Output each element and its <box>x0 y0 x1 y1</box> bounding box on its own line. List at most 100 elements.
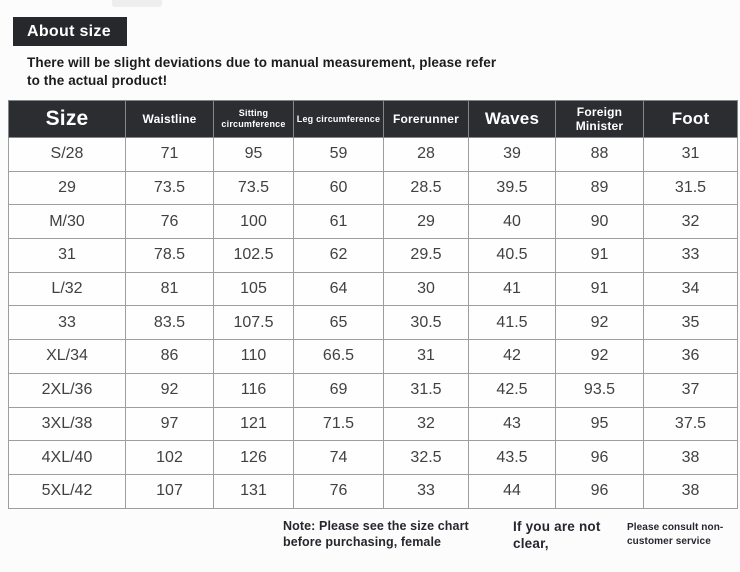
size-cell: 5XL/42 <box>8 473 126 509</box>
measurement-cell: 107.5 <box>213 305 294 341</box>
size-cell: M/30 <box>8 204 126 240</box>
measurement-cell: 41 <box>468 271 556 307</box>
measurement-cell: 92 <box>555 339 644 374</box>
measurement-cell: 102 <box>125 440 214 475</box>
measurement-cell: 61 <box>293 204 384 240</box>
size-cell: L/32 <box>8 271 126 307</box>
measurement-cell: 37 <box>643 372 738 408</box>
note-size-chart-text: Note: Please see the size chart before p… <box>283 519 469 550</box>
size-cell: 33 <box>8 305 126 341</box>
size-cell: XL/34 <box>8 339 126 374</box>
measurement-cell: 32 <box>383 406 469 442</box>
table-row: 3XL/38 97 121 71.5 32 43 95 37.5 <box>8 406 738 442</box>
column-header-foreign-minister: Foreign Minister <box>555 100 644 138</box>
size-table-body: S/28 71 95 59 28 39 88 31 29 73.5 73.5 60 28.5 39.5 89… <box>8 137 738 509</box>
measurement-cell: 31.5 <box>383 372 469 408</box>
measurement-cell: 69 <box>293 372 384 408</box>
measurement-cell: 110 <box>213 339 294 374</box>
column-header-forerunner: Forerunner <box>383 100 469 138</box>
measurement-cell: 92 <box>125 372 214 408</box>
measurement-cell: 39.5 <box>468 170 556 206</box>
table-row: L/32 81 105 64 30 41 91 34 <box>8 271 738 307</box>
measurement-cell: 78.5 <box>125 238 214 273</box>
measurement-cell: 116 <box>213 372 294 408</box>
measurement-cell: 93.5 <box>555 372 644 408</box>
table-row: 31 78.5 102.5 62 29.5 40.5 91 33 <box>8 238 738 273</box>
note-consult-service-text: Please consult non-customer service <box>627 522 724 547</box>
column-header-sitting-circumference: Sitting circumference <box>213 100 294 138</box>
measurement-cell: 31 <box>643 137 738 172</box>
measurement-cell: 42.5 <box>468 372 556 408</box>
measurement-cell: 74 <box>293 440 384 475</box>
table-row: XL/34 86 110 66.5 31 42 92 36 <box>8 339 738 374</box>
measurement-cell: 33 <box>643 238 738 273</box>
measurement-cell: 36 <box>643 339 738 374</box>
measurement-cell: 29 <box>383 204 469 240</box>
size-cell: 4XL/40 <box>8 440 126 475</box>
table-row: 33 83.5 107.5 65 30.5 41.5 92 35 <box>8 305 738 341</box>
measurement-cell: 43.5 <box>468 440 556 475</box>
table-row: S/28 71 95 59 28 39 88 31 <box>8 137 738 172</box>
measurement-cell: 88 <box>555 137 644 172</box>
measurement-cell: 32 <box>643 204 738 240</box>
measurement-cell: 105 <box>213 271 294 307</box>
measurement-cell: 95 <box>555 406 644 442</box>
measurement-cell: 96 <box>555 440 644 475</box>
table-row: 2XL/36 92 116 69 31.5 42.5 93.5 37 <box>8 372 738 408</box>
measurement-cell: 40.5 <box>468 238 556 273</box>
column-header-size: Size <box>8 100 126 138</box>
measurement-cell: 65 <box>293 305 384 341</box>
measurement-cell: 95 <box>213 137 294 172</box>
measurement-cell: 76 <box>293 473 384 509</box>
size-cell: 29 <box>8 170 126 206</box>
measurement-cell: 28 <box>383 137 469 172</box>
size-cell: 31 <box>8 238 126 273</box>
column-header-leg-circumference: Leg circumference <box>293 100 384 138</box>
table-row: 29 73.5 73.5 60 28.5 39.5 89 31.5 <box>8 170 738 206</box>
measurement-cell: 76 <box>125 204 214 240</box>
measurement-cell: 64 <box>293 271 384 307</box>
column-header-waistline: Waistline <box>125 100 214 138</box>
measurement-cell: 44 <box>468 473 556 509</box>
measurement-cell: 28.5 <box>383 170 469 206</box>
measurement-cell: 32.5 <box>383 440 469 475</box>
measurement-cell: 34 <box>643 271 738 307</box>
measurement-cell: 35 <box>643 305 738 341</box>
measurement-cell: 92 <box>555 305 644 341</box>
size-table: Size Waistline Sitting circumference Leg ci… <box>8 100 738 509</box>
about-size-title-badge: About size <box>13 17 127 46</box>
measurement-cell: 37.5 <box>643 406 738 442</box>
measurement-cell: 102.5 <box>213 238 294 273</box>
measurement-cell: 62 <box>293 238 384 273</box>
measurement-cell: 83.5 <box>125 305 214 341</box>
measurement-cell: 91 <box>555 271 644 307</box>
measurement-cell: 30.5 <box>383 305 469 341</box>
measurement-cell: 81 <box>125 271 214 307</box>
measurement-cell: 31.5 <box>643 170 738 206</box>
measurement-cell: 39 <box>468 137 556 172</box>
measurement-cell: 126 <box>213 440 294 475</box>
measurement-cell: 41.5 <box>468 305 556 341</box>
measurement-cell: 42 <box>468 339 556 374</box>
top-edge-artifact <box>112 0 162 7</box>
column-header-foot: Foot <box>643 100 738 138</box>
measurement-cell: 89 <box>555 170 644 206</box>
measurement-cell: 107 <box>125 473 214 509</box>
measurement-disclaimer-text: There will be slight deviations due to m… <box>27 55 497 88</box>
measurement-cell: 31 <box>383 339 469 374</box>
note-if-unclear-text: If you are not clear, <box>513 519 601 551</box>
measurement-cell: 30 <box>383 271 469 307</box>
table-row: 5XL/42 107 131 76 33 44 96 38 <box>8 473 738 509</box>
measurement-cell: 59 <box>293 137 384 172</box>
measurement-cell: 91 <box>555 238 644 273</box>
size-cell: 3XL/38 <box>8 406 126 442</box>
table-row: M/30 76 100 61 29 40 90 32 <box>8 204 738 240</box>
measurement-cell: 73.5 <box>213 170 294 206</box>
measurement-cell: 121 <box>213 406 294 442</box>
measurement-cell: 73.5 <box>125 170 214 206</box>
measurement-cell: 66.5 <box>293 339 384 374</box>
measurement-cell: 60 <box>293 170 384 206</box>
measurement-cell: 90 <box>555 204 644 240</box>
measurement-cell: 38 <box>643 473 738 509</box>
measurement-cell: 71.5 <box>293 406 384 442</box>
